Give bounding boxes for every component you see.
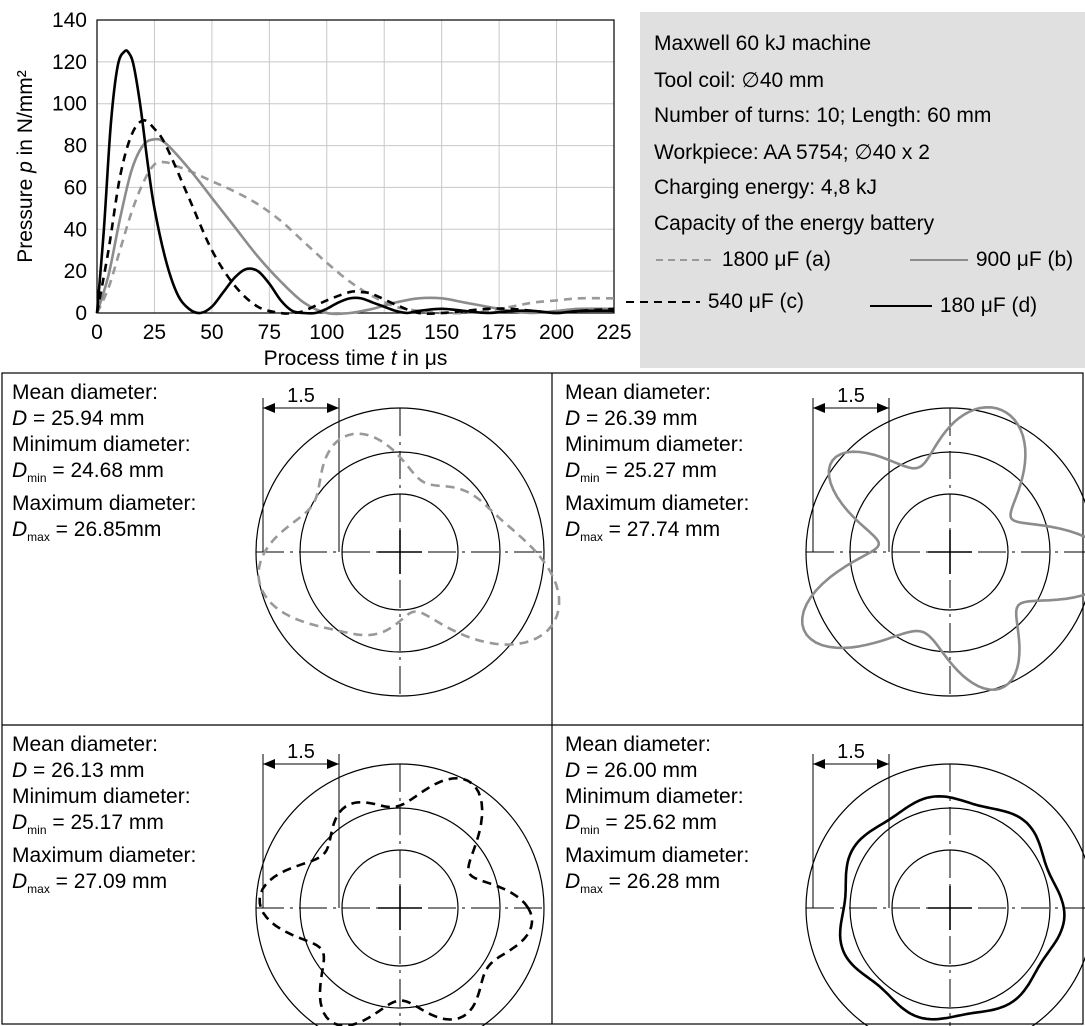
polar-panels: 1.5 1.5 1.5 1.5 bbox=[1, 372, 1085, 1026]
legend-swatch-c bbox=[626, 301, 700, 304]
scale-arrow-left bbox=[813, 403, 825, 413]
max-diameter-label: Maximum diameter: bbox=[565, 844, 750, 868]
x-tick-label: 150 bbox=[424, 321, 459, 344]
roundness-profile-c bbox=[258, 776, 534, 1026]
legend-label-b: 900 μF (b) bbox=[975, 248, 1074, 271]
x-tick-label: 200 bbox=[539, 321, 574, 344]
min-diameter-label: Minimum diameter: bbox=[12, 785, 191, 808]
panel-b-text: Mean diameter: D = 26.39 mm Minimum diam… bbox=[565, 380, 749, 550]
min-diameter-value: Dmin = 25.27 mm bbox=[565, 459, 717, 486]
max-diameter-value: Dmax = 26.28 mm bbox=[565, 870, 721, 897]
panel-d-text: Mean diameter: D = 26.00 mm Minimum diam… bbox=[565, 732, 749, 902]
x-tick-label: 0 bbox=[91, 321, 103, 344]
legend-item-d: 180 μF (d) bbox=[868, 294, 1037, 318]
polar-panel-d: 1.5 bbox=[805, 741, 1085, 1026]
scale-label: 1.5 bbox=[287, 385, 315, 407]
mean-diameter-label: Mean diameter: bbox=[12, 733, 158, 756]
y-tick-label: 120 bbox=[52, 51, 87, 74]
legend-header-line: Number of turns: 10; Length: 60 mm bbox=[654, 104, 992, 127]
legend-header-line: Capacity of the energy battery bbox=[654, 212, 935, 235]
panel-grid-frame bbox=[1, 372, 1084, 1025]
mean-diameter-value: D = 26.39 mm bbox=[565, 407, 698, 430]
scale-arrow-left bbox=[263, 403, 275, 413]
y-tick-label: 80 bbox=[64, 135, 87, 158]
min-diameter-label: Minimum diameter: bbox=[565, 785, 744, 808]
scale-arrow-right bbox=[877, 403, 889, 413]
x-axis-label: Process time t in μs bbox=[264, 347, 448, 370]
max-diameter-value: Dmax = 27.09 mm bbox=[12, 870, 168, 897]
y-tick-label: 60 bbox=[64, 176, 87, 199]
legend-swatch-d bbox=[870, 305, 932, 308]
y-axis-label: Pressure p in N/mm² bbox=[14, 70, 37, 263]
x-tick-label: 75 bbox=[258, 321, 281, 344]
mean-diameter-value: D = 26.00 mm bbox=[565, 759, 698, 782]
mean-diameter-value: D = 25.94 mm bbox=[12, 407, 145, 430]
legend-box: Maxwell 60 kJ machine Tool coil: ∅40 mm … bbox=[626, 12, 1085, 368]
roundness-profile-a bbox=[257, 432, 561, 646]
y-tick-label: 0 bbox=[75, 302, 87, 325]
scale-label: 1.5 bbox=[287, 741, 315, 763]
y-tick-label: 100 bbox=[52, 93, 87, 116]
mean-diameter-label: Mean diameter: bbox=[565, 381, 711, 404]
panel-c-text: Mean diameter: D = 26.13 mm Minimum diam… bbox=[12, 732, 196, 902]
max-diameter-label: Maximum diameter: bbox=[12, 492, 197, 516]
y-tick-label: 20 bbox=[64, 260, 87, 283]
x-tick-label: 100 bbox=[309, 321, 344, 344]
series-line-a bbox=[95, 160, 615, 315]
legend-label-c: 540 μF (c) bbox=[707, 290, 804, 313]
scale-arrow-left bbox=[813, 759, 825, 769]
roundness-profile-b bbox=[801, 406, 1085, 691]
min-diameter-label: Minimum diameter: bbox=[12, 433, 191, 456]
legend-item-a: 1800 μF (a) bbox=[654, 248, 831, 272]
x-tick-label: 225 bbox=[596, 321, 631, 344]
y-tick-label: 140 bbox=[52, 9, 87, 32]
y-tick-label: 40 bbox=[64, 218, 87, 241]
max-diameter-value: Dmax = 26.85mm bbox=[12, 518, 162, 545]
x-tick-label: 50 bbox=[200, 321, 223, 344]
max-diameter-value: Dmax = 27.74 mm bbox=[565, 518, 721, 545]
legend-header-line: Tool coil: ∅40 mm bbox=[654, 69, 825, 92]
polar-panel-b: 1.5 bbox=[801, 385, 1085, 697]
legend-header-line: Maxwell 60 kJ machine bbox=[654, 32, 872, 55]
scale-arrow-left bbox=[263, 759, 275, 769]
legend-swatch-b bbox=[910, 259, 968, 262]
legend-label-d: 180 μF (d) bbox=[939, 294, 1038, 317]
min-diameter-value: Dmin = 25.62 mm bbox=[565, 811, 717, 838]
series-line-c bbox=[95, 119, 615, 316]
mean-diameter-value: D = 26.13 mm bbox=[12, 759, 145, 782]
roundness-profile-d bbox=[838, 795, 1066, 1021]
legend-header-line: Charging energy: 4,8 kJ bbox=[654, 176, 877, 199]
x-tick-label: 25 bbox=[143, 321, 166, 344]
max-diameter-label: Maximum diameter: bbox=[565, 492, 750, 516]
min-diameter-value: Dmin = 25.17 mm bbox=[12, 811, 164, 838]
mean-diameter-label: Mean diameter: bbox=[12, 381, 158, 404]
scale-arrow-right bbox=[327, 759, 339, 769]
max-diameter-label: Maximum diameter: bbox=[12, 844, 197, 868]
polar-panel-a: 1.5 bbox=[255, 385, 561, 697]
legend-header-line: Workpiece: AA 5754; ∅40 x 2 bbox=[654, 141, 930, 164]
scale-label: 1.5 bbox=[837, 385, 865, 407]
min-diameter-value: Dmin = 24.68 mm bbox=[12, 459, 164, 486]
legend-item-c: 540 μF (c) bbox=[624, 290, 804, 314]
series-line-d bbox=[95, 49, 615, 315]
panel-a-text: Mean diameter: D = 25.94 mm Minimum diam… bbox=[12, 380, 196, 550]
scale-arrow-right bbox=[877, 759, 889, 769]
scale-label: 1.5 bbox=[837, 741, 865, 763]
pressure-chart: 0 25 50 75 100 125 150 175 200 225 0 20 40 60 80 100 120… bbox=[14, 9, 632, 370]
legend-item-b: 900 μF (b) bbox=[908, 248, 1073, 272]
legend-swatch-a bbox=[656, 259, 714, 262]
x-tick-label: 125 bbox=[367, 321, 402, 344]
x-tick-label: 175 bbox=[482, 321, 517, 344]
min-diameter-label: Minimum diameter: bbox=[565, 433, 744, 456]
scale-arrow-right bbox=[327, 403, 339, 413]
legend-label-a: 1800 μF (a) bbox=[721, 248, 831, 271]
mean-diameter-label: Mean diameter: bbox=[565, 733, 711, 756]
polar-panel-c: 1.5 bbox=[255, 741, 545, 1026]
reference-circle-3 bbox=[805, 763, 1085, 1026]
